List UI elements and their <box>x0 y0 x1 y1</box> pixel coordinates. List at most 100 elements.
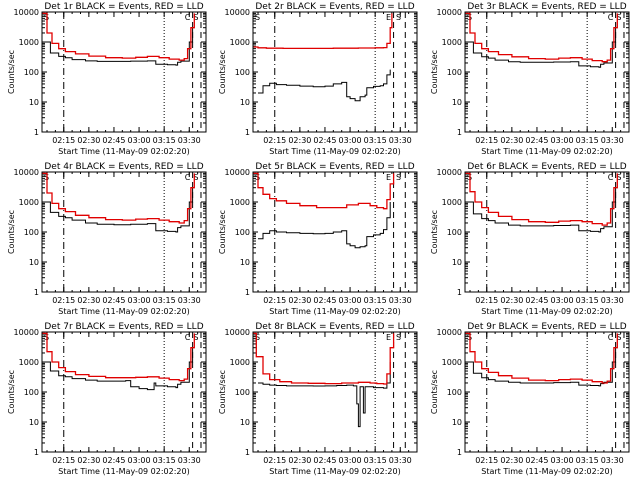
marker-letter: C <box>185 333 191 342</box>
y-tick-label: 10 <box>29 258 39 267</box>
y-tick-label: 100 <box>447 228 462 237</box>
time-markers <box>486 172 625 292</box>
y-tick-label: 1 <box>245 128 250 137</box>
marker-letter: C <box>185 13 191 22</box>
series-line-lld <box>465 172 618 226</box>
series-line-events <box>258 202 391 249</box>
marker-letter: S <box>396 333 401 342</box>
y-axis-label: Counts/sec <box>430 370 439 414</box>
x-tick-label: 02:45 <box>313 136 336 145</box>
series-group <box>42 12 195 66</box>
x-tick-label: 03:30 <box>389 456 412 465</box>
y-tick-label: 10 <box>240 258 250 267</box>
series-line-lld <box>465 12 618 63</box>
marker-letter: S <box>396 173 401 182</box>
y-tick-label: 10 <box>29 98 39 107</box>
x-tick-label: 02:30 <box>77 136 100 145</box>
y-tick-label: 10000 <box>14 328 39 337</box>
x-tick-label: 03:00 <box>551 296 574 305</box>
x-tick-label: 02:30 <box>288 296 311 305</box>
y-tick-label: 100 <box>24 388 39 397</box>
x-tick-label: 02:30 <box>500 136 523 145</box>
y-tick-label: 1 <box>34 448 39 457</box>
marker-letter: C <box>608 333 614 342</box>
x-tick-label: 03:15 <box>153 136 176 145</box>
x-tick-label: 02:30 <box>77 456 100 465</box>
y-tick-label: 1000 <box>230 38 250 47</box>
y-tick-label: 10 <box>452 258 462 267</box>
panel-title: Det 8r BLACK = Events, RED = LLD <box>255 322 414 332</box>
x-tick-label: 03:00 <box>339 456 362 465</box>
series-group <box>42 172 195 233</box>
y-tick-label: 1000 <box>442 38 462 47</box>
marker-letter: S <box>255 13 260 22</box>
marker-letter: E <box>386 173 391 182</box>
y-tick-label: 1 <box>457 288 462 297</box>
plot-frame <box>252 171 418 293</box>
series-line-events <box>466 27 617 68</box>
x-tick-label: 02:15 <box>263 296 286 305</box>
plot-frame <box>41 331 207 453</box>
time-markers <box>63 332 202 452</box>
x-tick-label: 02:30 <box>288 456 311 465</box>
y-tick-label: 10000 <box>225 8 250 17</box>
y-axis-label: Counts/sec <box>7 50 16 94</box>
x-tick-label: 02:45 <box>313 456 336 465</box>
x-tick-label: 03:00 <box>128 456 151 465</box>
x-tick-label: 02:15 <box>52 456 75 465</box>
x-axis-label: Start Time (11-May-09 02:02:20) <box>58 307 189 316</box>
y-tick-label: 10 <box>240 418 250 427</box>
x-tick-label: 03:15 <box>153 456 176 465</box>
x-tick-label: 02:45 <box>525 296 548 305</box>
panel-title: Det 3r BLACK = Events, RED = LLD <box>467 2 626 12</box>
marker-letter: S <box>193 13 198 22</box>
y-axis-label: Counts/sec <box>7 210 16 254</box>
y-tick-label: 10000 <box>225 168 250 177</box>
panel-1: Det 1r BLACK = Events, RED = LLD 1 10 100 10… <box>7 2 207 156</box>
x-axis-label: Start Time (11-May-09 02:02:20) <box>58 467 189 476</box>
x-tick-label: 03:15 <box>153 296 176 305</box>
x-tick-label: 02:30 <box>77 296 100 305</box>
y-tick-label: 1000 <box>442 198 462 207</box>
x-tick-label: 02:15 <box>263 136 286 145</box>
y-tick-label: 10000 <box>437 328 462 337</box>
x-tick-label: 02:15 <box>52 296 75 305</box>
x-tick-label: 03:30 <box>178 296 201 305</box>
series-line-lld <box>42 172 195 224</box>
x-tick-label: 02:45 <box>525 456 548 465</box>
time-markers <box>63 172 202 292</box>
series-line-lld <box>253 172 395 210</box>
x-tick-label: 03:15 <box>576 456 599 465</box>
x-tick-label: 02:15 <box>52 136 75 145</box>
y-axis-label: Counts/sec <box>430 50 439 94</box>
marker-letter: C <box>185 173 191 182</box>
marker-letter: S <box>396 13 401 22</box>
x-axis-label: Start Time (11-May-09 02:02:20) <box>481 307 612 316</box>
x-tick-label: 02:15 <box>263 456 286 465</box>
x-tick-label: 02:15 <box>475 136 498 145</box>
marker-letter: E <box>386 13 391 22</box>
series-line-events <box>43 187 194 233</box>
y-tick-label: 1 <box>34 128 39 137</box>
y-tick-label: 100 <box>235 228 250 237</box>
x-axis-label: Start Time (11-May-09 02:02:20) <box>269 467 400 476</box>
series-group <box>253 172 395 249</box>
x-tick-label: 02:30 <box>500 296 523 305</box>
series-group <box>465 332 618 387</box>
marker-letter: S <box>193 333 198 342</box>
x-tick-label: 03:15 <box>364 136 387 145</box>
y-tick-label: 10000 <box>14 8 39 17</box>
x-axis-label: Start Time (11-May-09 02:02:20) <box>58 147 189 156</box>
y-tick-label: 10000 <box>14 168 39 177</box>
y-tick-label: 10000 <box>225 328 250 337</box>
x-tick-label: 02:30 <box>288 136 311 145</box>
x-tick-label: 03:15 <box>576 136 599 145</box>
plot-frame <box>464 331 630 453</box>
panel-8: Det 8r BLACK = Events, RED = LLD 1 10 100 10… <box>218 322 418 476</box>
y-tick-label: 100 <box>235 68 250 77</box>
plot-frame <box>464 171 630 293</box>
x-tick-label: 03:00 <box>551 456 574 465</box>
x-tick-label: 03:15 <box>576 296 599 305</box>
y-tick-label: 100 <box>24 228 39 237</box>
x-tick-label: 03:30 <box>601 136 624 145</box>
